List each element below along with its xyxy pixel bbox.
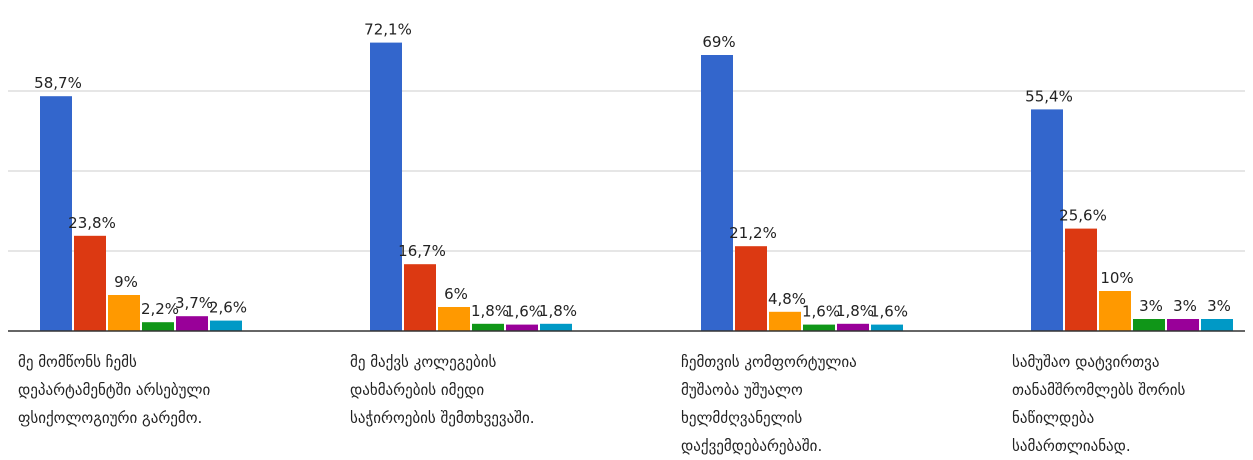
- x-tick-label-line: ნაწილდება: [1012, 409, 1095, 427]
- bar-value-label: 55,4%: [1025, 87, 1073, 105]
- bar-value-label: 1,6%: [870, 303, 908, 321]
- bar-value-label: 6%: [444, 285, 468, 303]
- bar: [404, 264, 436, 331]
- bar: [540, 323, 572, 331]
- bar: [1065, 228, 1097, 331]
- bar: [701, 55, 733, 331]
- bar: [1201, 319, 1233, 331]
- bar: [176, 316, 208, 331]
- bar: [438, 307, 470, 331]
- bar-value-label: 72,1%: [364, 21, 412, 39]
- bar-value-label: 21,2%: [729, 224, 777, 242]
- x-tick-label-line: მე მაქვს კოლეგების: [350, 353, 497, 371]
- bar-value-label: 1,8%: [836, 302, 874, 320]
- bar: [210, 320, 242, 331]
- bar: [803, 324, 835, 331]
- bar: [1031, 109, 1063, 332]
- x-tick-label-line: მუშაობა უშუალო: [681, 381, 803, 399]
- x-tick-label-line: დეპარტამენტში არსებული: [18, 381, 211, 399]
- bar: [1099, 291, 1131, 331]
- x-tick-label-line: ხელმძღვანელის: [681, 409, 803, 427]
- bar-value-label: 1,6%: [802, 303, 840, 321]
- bar: [1133, 319, 1165, 331]
- x-tick-label-line: მე მომწონს ჩემს: [18, 353, 137, 371]
- bar: [370, 42, 402, 331]
- x-tick-label-line: ჩემთვის კომფორტულია: [681, 353, 857, 371]
- bar-value-label: 2,6%: [209, 299, 247, 317]
- bar-value-label: 3,7%: [175, 294, 213, 312]
- bar-value-label: 25,6%: [1059, 207, 1107, 225]
- bar-value-label: 1,8%: [539, 302, 577, 320]
- x-tick-label-line: დახმარების იმედი: [350, 381, 485, 399]
- bar: [74, 235, 106, 331]
- bar-value-label: 69%: [702, 33, 735, 51]
- bar: [769, 311, 801, 331]
- bar-value-label: 3%: [1207, 297, 1231, 315]
- bar: [837, 323, 869, 331]
- bar: [142, 322, 174, 331]
- x-tick-label-line: სამართლიანად.: [1012, 437, 1131, 455]
- bar: [472, 323, 504, 331]
- bar: [506, 324, 538, 331]
- bar-value-label: 1,6%: [505, 303, 543, 321]
- bar-value-label: 23,8%: [68, 214, 116, 232]
- x-tick-label: მე მომწონს ჩემს დეპარტამენტში არსებული ფსი…: [18, 348, 308, 432]
- bar: [108, 295, 140, 331]
- x-tick-label-line: თანამშრომლებს შორის: [1012, 381, 1186, 399]
- bar: [735, 246, 767, 331]
- x-tick-label: ჩემთვის კომფორტულია მუშაობა უშუალო ხელმძღვ…: [681, 348, 971, 460]
- bar-value-label: 1,8%: [471, 302, 509, 320]
- bar-value-label: 9%: [114, 273, 138, 291]
- bar-value-label: 58,7%: [34, 74, 82, 92]
- x-tick-label: მე მაქვს კოლეგების დახმარების იმედი საჭირო…: [350, 348, 640, 432]
- bar-value-label: 3%: [1139, 297, 1163, 315]
- bar-value-label: 16,7%: [398, 242, 446, 260]
- value-labels: 58,7%23,8%9%2,2%3,7%2,6%72,1%16,7%6%1,8%…: [34, 21, 1231, 321]
- bar: [871, 324, 903, 331]
- x-tick-label-line: ფსიქოლოგიური გარემო.: [18, 409, 203, 427]
- bars: [40, 42, 1233, 332]
- x-tick-label-line: სამუშაო დატვირთვა: [1012, 353, 1160, 371]
- x-tick-label-line: დაქვემდებარებაში.: [681, 437, 823, 455]
- x-tick-label: სამუშაო დატვირთვა თანამშრომლებს შორის ნაწი…: [1012, 348, 1253, 460]
- bar-value-label: 10%: [1100, 269, 1133, 287]
- x-tick-label-line: საჭიროების შემთხვევაში.: [350, 409, 535, 427]
- bar: [40, 96, 72, 331]
- bar-value-label: 2,2%: [141, 300, 179, 318]
- bar-value-label: 3%: [1173, 297, 1197, 315]
- bar: [1167, 319, 1199, 331]
- bar-value-label: 4,8%: [768, 290, 806, 308]
